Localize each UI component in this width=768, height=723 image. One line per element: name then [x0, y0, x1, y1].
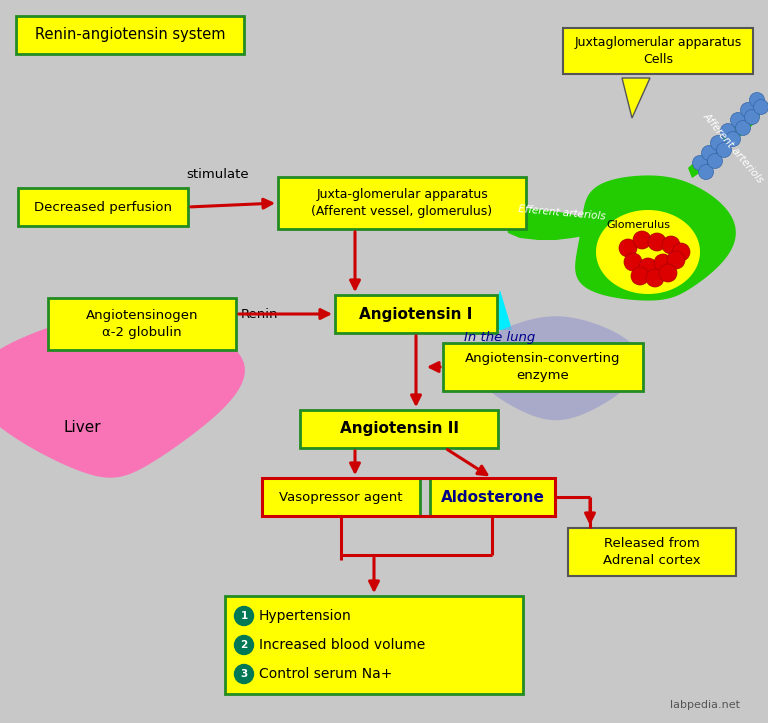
Circle shape: [672, 243, 690, 261]
Circle shape: [710, 135, 726, 150]
Circle shape: [646, 269, 664, 287]
Text: Renin-angiotensin system: Renin-angiotensin system: [35, 27, 225, 43]
Text: Aldosterone: Aldosterone: [441, 489, 545, 505]
FancyBboxPatch shape: [18, 188, 188, 226]
Text: 3: 3: [240, 669, 247, 679]
Polygon shape: [622, 78, 650, 118]
Circle shape: [624, 253, 642, 271]
Circle shape: [619, 239, 637, 257]
Polygon shape: [488, 290, 512, 330]
Circle shape: [750, 93, 764, 108]
Circle shape: [701, 145, 717, 161]
Circle shape: [730, 113, 746, 127]
FancyBboxPatch shape: [568, 528, 736, 576]
Text: In the lung: In the lung: [465, 332, 535, 344]
Text: Liver: Liver: [63, 421, 101, 435]
Text: Angiotensin II: Angiotensin II: [339, 422, 458, 437]
Circle shape: [699, 165, 713, 179]
FancyBboxPatch shape: [335, 295, 497, 333]
Text: Juxtaglomerular apparatus
Cells: Juxtaglomerular apparatus Cells: [574, 36, 742, 66]
FancyBboxPatch shape: [48, 298, 236, 350]
FancyBboxPatch shape: [300, 410, 498, 448]
FancyBboxPatch shape: [278, 177, 526, 229]
Polygon shape: [0, 314, 245, 478]
FancyBboxPatch shape: [225, 596, 523, 694]
Text: Afferent arteriols: Afferent arteriols: [701, 111, 765, 185]
Text: 2: 2: [240, 640, 247, 650]
Circle shape: [753, 100, 768, 114]
FancyBboxPatch shape: [563, 28, 753, 74]
Text: stimulate: stimulate: [187, 168, 250, 181]
Text: Renin: Renin: [240, 307, 278, 320]
Text: Angiotensin I: Angiotensin I: [359, 307, 472, 322]
Text: Hypertension: Hypertension: [259, 609, 352, 623]
Circle shape: [234, 607, 253, 625]
Text: Released from
Adrenal cortex: Released from Adrenal cortex: [603, 537, 701, 567]
Circle shape: [639, 258, 657, 276]
FancyBboxPatch shape: [262, 478, 420, 516]
Text: Vasopressor agent: Vasopressor agent: [280, 490, 402, 503]
Circle shape: [662, 236, 680, 254]
Circle shape: [648, 233, 666, 251]
Polygon shape: [471, 316, 641, 420]
Text: Control serum Na+: Control serum Na+: [259, 667, 392, 681]
Polygon shape: [688, 98, 764, 178]
Circle shape: [659, 264, 677, 282]
Polygon shape: [596, 210, 700, 294]
Text: Angiotensin-converting
enzyme: Angiotensin-converting enzyme: [465, 352, 621, 382]
Text: Efferent arteriols: Efferent arteriols: [518, 204, 606, 222]
Circle shape: [744, 109, 760, 124]
Circle shape: [736, 121, 750, 135]
Circle shape: [631, 267, 649, 285]
Circle shape: [667, 251, 685, 269]
Circle shape: [717, 142, 731, 158]
Circle shape: [740, 103, 756, 118]
Text: Glomerulus: Glomerulus: [606, 220, 670, 230]
Circle shape: [234, 636, 253, 654]
Polygon shape: [505, 208, 600, 240]
Circle shape: [720, 124, 736, 139]
Circle shape: [693, 155, 707, 171]
FancyBboxPatch shape: [443, 343, 643, 391]
Polygon shape: [575, 176, 736, 301]
Circle shape: [234, 664, 253, 683]
Text: Decreased perfusion: Decreased perfusion: [34, 200, 172, 213]
FancyBboxPatch shape: [430, 478, 555, 516]
FancyBboxPatch shape: [16, 16, 244, 54]
Text: Increased blood volume: Increased blood volume: [259, 638, 425, 652]
Text: 1: 1: [240, 611, 247, 621]
Circle shape: [707, 153, 723, 168]
Circle shape: [654, 254, 672, 272]
Text: Juxta-glomerular apparatus
(Afferent vessel, glomerulus): Juxta-glomerular apparatus (Afferent ves…: [312, 188, 492, 218]
Text: labpedia.net: labpedia.net: [670, 700, 740, 710]
Text: Angiotensinogen
α-2 globulin: Angiotensinogen α-2 globulin: [86, 309, 198, 339]
Circle shape: [726, 132, 740, 147]
Circle shape: [633, 231, 651, 249]
